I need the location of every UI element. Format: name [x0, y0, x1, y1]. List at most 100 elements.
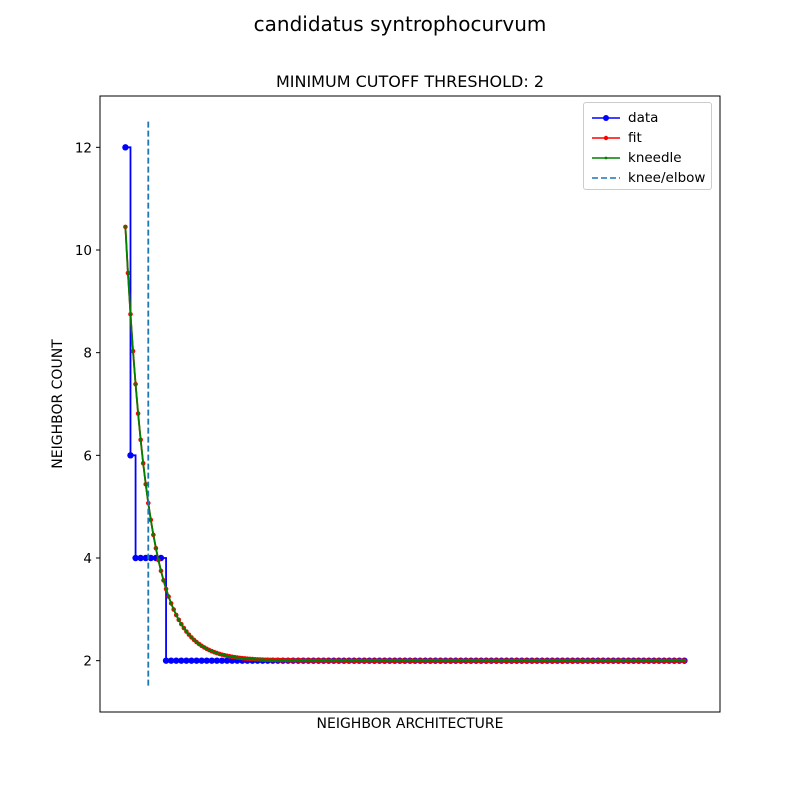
- kneedle-point-49: [248, 657, 252, 661]
- data-point-17: [208, 657, 216, 664]
- kneedle-point-88: [347, 659, 351, 662]
- kneedle-point-16: [164, 587, 168, 591]
- data-point-10: [173, 657, 180, 664]
- kneedle-point-206: [647, 659, 651, 662]
- kneedle-point-115: [416, 659, 419, 662]
- kneedle-point-189: [604, 659, 607, 662]
- kneedle-point-142: [484, 659, 488, 662]
- kneedle-point-47: [243, 657, 247, 660]
- kneedle-point-114: [413, 659, 417, 662]
- kneedle-point-173: [563, 659, 567, 662]
- kneedle-point-168: [550, 659, 554, 662]
- kneedle-point-119: [426, 659, 430, 662]
- kneedle-point-71: [304, 659, 308, 662]
- kneedle-point-116: [418, 659, 422, 662]
- kneedle-point-103: [385, 659, 389, 662]
- y-tick-label-2: 2: [83, 654, 92, 670]
- kneedle-point-123: [436, 659, 440, 662]
- kneedle-point-163: [538, 659, 541, 662]
- kneedle-point-159: [528, 659, 531, 662]
- data-point-2: [132, 554, 139, 562]
- data-point-14: [193, 657, 200, 664]
- legend-label-kneedle: kneedle: [628, 150, 682, 166]
- kneedle-point-135: [467, 659, 470, 662]
- kneedle-point-78: [322, 659, 325, 662]
- kneedle-point-75: [314, 659, 318, 662]
- kneedle-point-56: [266, 658, 270, 662]
- legend-swatch-kneedle: [592, 156, 620, 160]
- kneedle-point-94: [362, 659, 366, 662]
- kneedle-point-84: [337, 659, 341, 662]
- kneedle-point-21: [177, 618, 181, 622]
- kneedle-point-167: [548, 659, 552, 662]
- kneedle-point-73: [309, 659, 313, 662]
- data-point-1: [127, 452, 134, 459]
- kneedle-point-203: [639, 659, 643, 662]
- kneedle-point-111: [406, 659, 409, 662]
- kneedle-series-line: [124, 226, 685, 662]
- kneedle-point-210: [657, 659, 661, 662]
- kneedle-point-80: [327, 659, 330, 662]
- kneedle-point-66: [291, 659, 295, 662]
- kneedle-point-13: [157, 558, 160, 562]
- kneedle-point-31: [202, 646, 206, 649]
- data-point-12: [183, 657, 190, 664]
- kneedle-point-91: [355, 659, 358, 662]
- kneedle-point-51: [253, 657, 257, 661]
- kneedle-point-59: [274, 658, 277, 662]
- kneedle-point-20: [174, 613, 178, 617]
- kneedle-point-17: [167, 595, 170, 598]
- y-tick-label-10: 10: [75, 243, 92, 259]
- kneedle-point-48: [246, 657, 249, 661]
- kneedle-point-95: [365, 659, 369, 662]
- kneedle-point-86: [342, 659, 346, 662]
- kneedle-point-137: [472, 659, 475, 662]
- kneedle-point-34: [210, 649, 214, 653]
- kneedle-point-215: [670, 659, 674, 662]
- kneedle-point-90: [352, 659, 356, 662]
- kneedle-point-217: [675, 659, 679, 662]
- kneedle-point-190: [606, 659, 610, 662]
- legend: data fit kneedle knee/elbow: [583, 102, 712, 190]
- data-point-11: [178, 657, 185, 664]
- kneedle-point-134: [464, 659, 468, 662]
- kneedle-point-107: [395, 659, 399, 662]
- kneedle-point-64: [286, 659, 290, 662]
- legend-item-fit: fit: [584, 128, 711, 148]
- kneedle-point-200: [632, 659, 635, 662]
- kneedle-point-179: [578, 659, 582, 662]
- kneedle-point-120: [429, 659, 432, 662]
- kneedle-point-32: [205, 647, 209, 651]
- kneedle-point-170: [556, 659, 559, 662]
- kneedle-point-63: [284, 659, 287, 662]
- kneedle-point-70: [301, 659, 305, 662]
- kneedle-point-104: [388, 659, 391, 662]
- data-point-0: [122, 144, 129, 151]
- kneedle-point-61: [279, 658, 282, 662]
- kneedle-point-126: [444, 659, 447, 662]
- kneedle-point-138: [474, 659, 478, 662]
- kneedle-point-25: [187, 633, 191, 636]
- legend-item-data: data: [584, 108, 711, 128]
- kneedle-point-117: [421, 659, 425, 662]
- kneedle-point-33: [207, 648, 211, 652]
- data-point-19: [218, 657, 226, 664]
- legend-label-fit: fit: [628, 130, 642, 146]
- kneedle-point-77: [319, 659, 323, 662]
- kneedle-point-220: [683, 659, 686, 662]
- kneedle-point-74: [312, 659, 315, 662]
- kneedle-point-158: [525, 659, 529, 662]
- legend-swatch-knee-elbow: [592, 177, 620, 179]
- kneedle-point-60: [276, 658, 280, 662]
- kneedle-point-4: [134, 382, 137, 386]
- kneedle-point-187: [599, 659, 602, 662]
- kneedle-point-177: [573, 659, 577, 662]
- kneedle-point-214: [667, 659, 671, 662]
- kneedle-point-202: [637, 659, 640, 662]
- kneedle-point-161: [533, 659, 536, 662]
- kneedle-point-182: [586, 659, 590, 662]
- kneedle-point-108: [398, 659, 402, 662]
- kneedle-point-204: [642, 659, 646, 662]
- kneedle-point-19: [172, 608, 175, 611]
